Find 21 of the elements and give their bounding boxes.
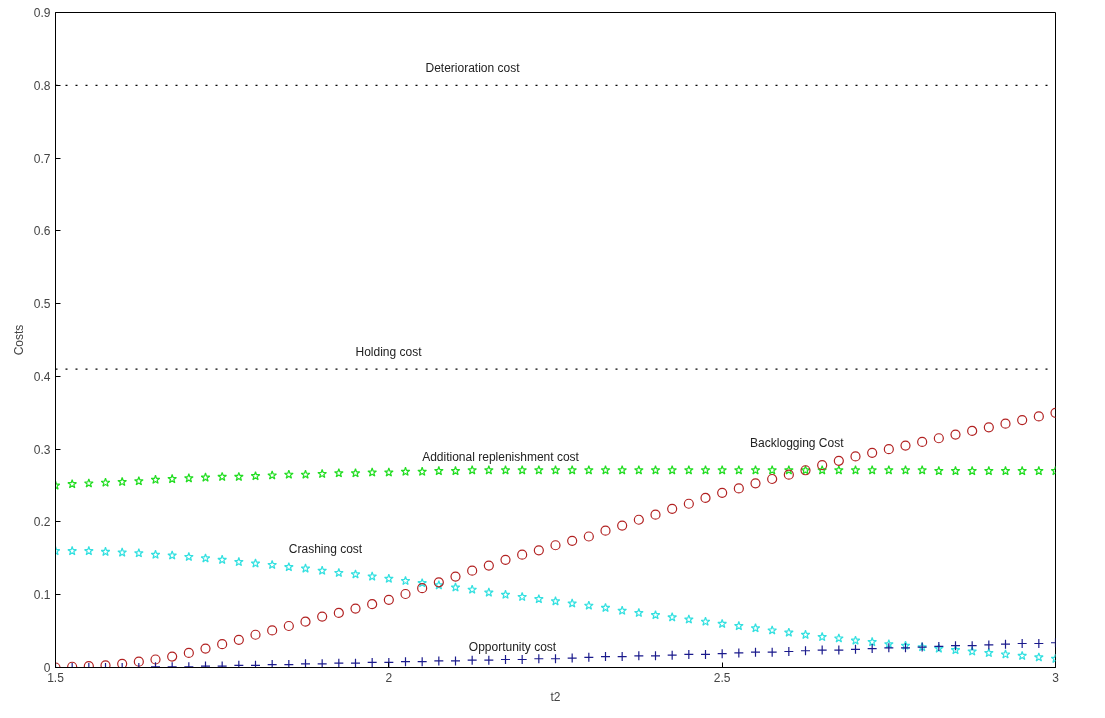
y-tick-label: 0 xyxy=(43,661,51,675)
annotation: Additional replenishment cost xyxy=(422,450,580,465)
x-tick-label: 3 xyxy=(1052,670,1060,685)
annotation: Opportunity cost xyxy=(468,640,557,655)
ref-line-label: Deterioration cost xyxy=(425,61,521,76)
y-tick-label: 0.1 xyxy=(33,588,51,603)
y-tick-label: 0.3 xyxy=(33,442,51,457)
annotation: Backlogging Cost xyxy=(750,436,845,451)
y-tick-label: 0.8 xyxy=(33,78,51,93)
x-axis-title: t2 xyxy=(550,689,561,704)
annotation: Crashing cost xyxy=(288,541,363,556)
y-tick-label: 0.6 xyxy=(33,224,51,239)
y-axis-title: Costs xyxy=(11,324,26,356)
x-tick-label: 2.5 xyxy=(713,670,731,685)
y-tick-label: 0.5 xyxy=(33,297,51,312)
y-tick-label: 0.7 xyxy=(33,151,51,166)
y-tick-label: 0.9 xyxy=(33,6,51,20)
y-tick-label: 0.2 xyxy=(33,515,51,530)
y-tick-label: 0.4 xyxy=(33,369,51,384)
ref-line-label: Holding cost xyxy=(355,345,423,360)
x-tick-label: 2 xyxy=(385,670,393,685)
